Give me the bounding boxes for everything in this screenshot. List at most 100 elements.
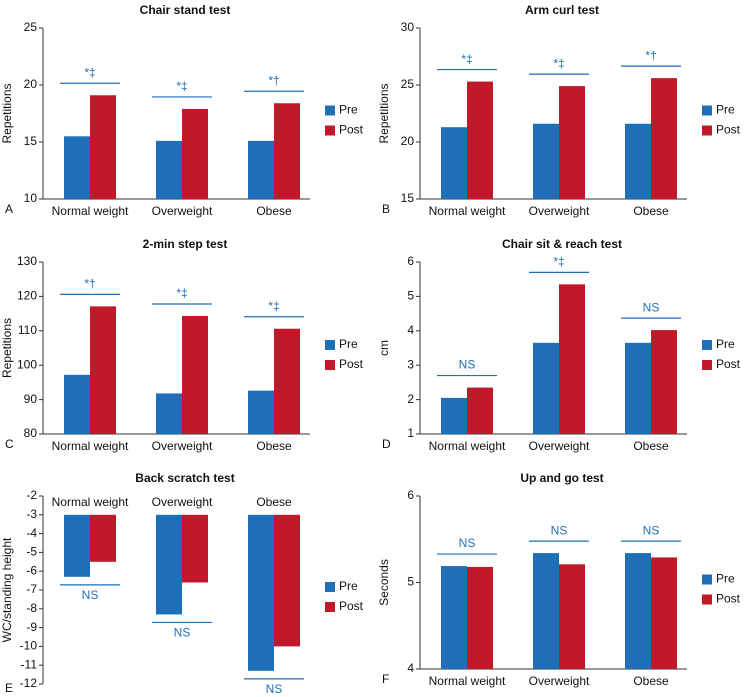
annotation: *‡: [84, 65, 95, 79]
bar: [625, 553, 651, 669]
y-tick-label: 6: [407, 488, 414, 502]
y-tick-label: 110: [18, 323, 37, 337]
bar: [274, 103, 300, 199]
bar: [559, 564, 585, 669]
y-tick-label: 2: [407, 392, 414, 406]
bar: [64, 136, 90, 199]
legend-swatch: [325, 105, 335, 116]
bar: [533, 342, 559, 434]
y-tick-label: 90: [24, 392, 38, 406]
legend-label: Post: [716, 592, 741, 606]
y-axis-label: Repetitions: [377, 83, 391, 143]
bar: [559, 284, 585, 434]
annotation: *†: [645, 48, 656, 62]
legend-label: Post: [339, 123, 364, 137]
x-tick-label: Overweight: [529, 674, 590, 688]
chart-title: Arm curl test: [525, 3, 599, 17]
x-tick-label: Overweight: [152, 495, 213, 509]
bar: [182, 316, 208, 434]
legend-label: Post: [716, 357, 741, 371]
y-axis-label: cm: [377, 340, 391, 356]
annotation: NS: [643, 523, 660, 537]
y-axis-label: Seconds: [377, 559, 391, 606]
y-tick-label: -6: [26, 563, 37, 577]
y-tick-label: -9: [26, 620, 37, 634]
x-tick-label: Obese: [256, 439, 292, 453]
bar: [625, 123, 651, 199]
x-tick-label: Overweight: [152, 204, 213, 218]
x-tick-label: Normal weight: [52, 495, 129, 509]
legend-label: Pre: [339, 103, 358, 117]
annotation: NS: [266, 682, 283, 696]
bar: [441, 566, 467, 669]
bar: [441, 397, 467, 434]
bar: [156, 393, 182, 434]
legend-label: Pre: [716, 103, 735, 117]
bar: [64, 514, 90, 577]
x-tick-label: Obese: [633, 674, 669, 688]
x-tick-label: Obese: [633, 204, 669, 218]
x-tick-label: Overweight: [529, 204, 590, 218]
y-tick-label: -5: [26, 545, 37, 559]
x-tick-label: Obese: [256, 204, 292, 218]
y-tick-label: 25: [401, 77, 415, 91]
x-tick-label: Normal weight: [52, 439, 129, 453]
y-axis-label: WC/standing height: [0, 537, 14, 642]
y-tick-label: 130: [17, 254, 37, 268]
y-tick-label: 1: [407, 426, 414, 440]
panel-label: B: [382, 202, 390, 216]
bar: [651, 557, 677, 669]
y-tick-label: 100: [17, 357, 37, 371]
bar: [182, 108, 208, 199]
legend-swatch: [325, 340, 335, 350]
legend-swatch: [702, 574, 712, 585]
bar: [90, 306, 116, 434]
bar: [467, 81, 493, 199]
legend-swatch: [325, 582, 335, 592]
x-tick-label: Overweight: [152, 439, 213, 453]
bar: [274, 328, 300, 434]
chart-title: Up and go test: [520, 471, 603, 485]
legend-label: Pre: [339, 579, 358, 593]
y-tick-label: -3: [26, 507, 37, 521]
bar: [90, 514, 116, 562]
legend-swatch: [702, 360, 712, 370]
y-tick-label: 20: [24, 77, 38, 91]
legend-swatch: [702, 125, 712, 136]
legend-label: Pre: [716, 337, 735, 351]
legend-label: Post: [716, 123, 741, 137]
y-tick-label: -2: [26, 488, 37, 502]
bar: [533, 123, 559, 199]
annotation: *†: [268, 73, 279, 87]
annotation: *‡: [176, 286, 187, 300]
bar: [248, 140, 274, 199]
legend-swatch: [702, 594, 712, 605]
legend-swatch: [702, 105, 712, 116]
annotation: NS: [82, 588, 99, 602]
bar: [467, 566, 493, 669]
panel-label: D: [382, 437, 391, 451]
bar: [651, 78, 677, 199]
y-tick-label: 5: [407, 575, 414, 589]
legend-swatch: [325, 360, 335, 370]
bar: [651, 330, 677, 434]
y-tick-label: -12: [20, 676, 38, 690]
annotation: NS: [459, 358, 476, 372]
y-tick-label: -7: [26, 582, 37, 596]
x-tick-label: Normal weight: [429, 674, 506, 688]
bar: [182, 514, 208, 583]
y-tick-label: -8: [26, 601, 37, 615]
chart-title: 2-min step test: [143, 237, 228, 251]
x-tick-label: Normal weight: [52, 204, 129, 218]
bar: [441, 127, 467, 199]
y-tick-label: 4: [407, 661, 414, 675]
chart-title: Chair sit & reach test: [502, 237, 622, 251]
y-tick-label: -10: [20, 639, 38, 653]
y-tick-label: 3: [407, 357, 414, 371]
chart-title: Back scratch test: [135, 471, 234, 485]
bar: [274, 514, 300, 647]
annotation: *‡: [461, 52, 472, 66]
y-tick-label: 6: [407, 254, 414, 268]
annotation: NS: [643, 300, 660, 314]
y-tick-label: 5: [407, 289, 414, 303]
